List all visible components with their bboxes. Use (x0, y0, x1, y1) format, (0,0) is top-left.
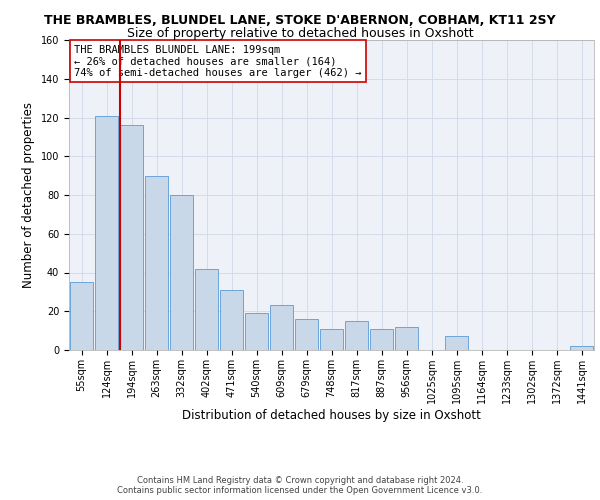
Bar (170, 195, 193, 350)
Text: Size of property relative to detached houses in Oxshott: Size of property relative to detached ho… (127, 28, 473, 40)
Bar (145, 176, 168, 350)
X-axis label: Distribution of detached houses by size in Oxshott: Distribution of detached houses by size … (182, 408, 481, 422)
Y-axis label: Number of detached properties: Number of detached properties (22, 102, 35, 288)
Text: THE BRAMBLES BLUNDEL LANE: 199sqm
← 26% of detached houses are smaller (164)
74%: THE BRAMBLES BLUNDEL LANE: 199sqm ← 26% … (74, 44, 362, 78)
Bar (395, 327, 418, 350)
Bar (195, 268, 218, 350)
Bar (370, 328, 393, 350)
Bar (445, 336, 468, 350)
Bar (270, 306, 293, 350)
Bar (570, 346, 593, 350)
Bar (320, 328, 343, 350)
Bar (95, 116, 118, 350)
Bar (295, 319, 318, 350)
Bar (220, 290, 243, 350)
Text: THE BRAMBLES, BLUNDEL LANE, STOKE D'ABERNON, COBHAM, KT11 2SY: THE BRAMBLES, BLUNDEL LANE, STOKE D'ABER… (44, 14, 556, 27)
Text: Contains HM Land Registry data © Crown copyright and database right 2024.
Contai: Contains HM Land Registry data © Crown c… (118, 476, 482, 495)
Bar (245, 313, 268, 350)
Bar (70, 282, 93, 350)
Bar (120, 125, 143, 350)
Bar (345, 321, 368, 350)
